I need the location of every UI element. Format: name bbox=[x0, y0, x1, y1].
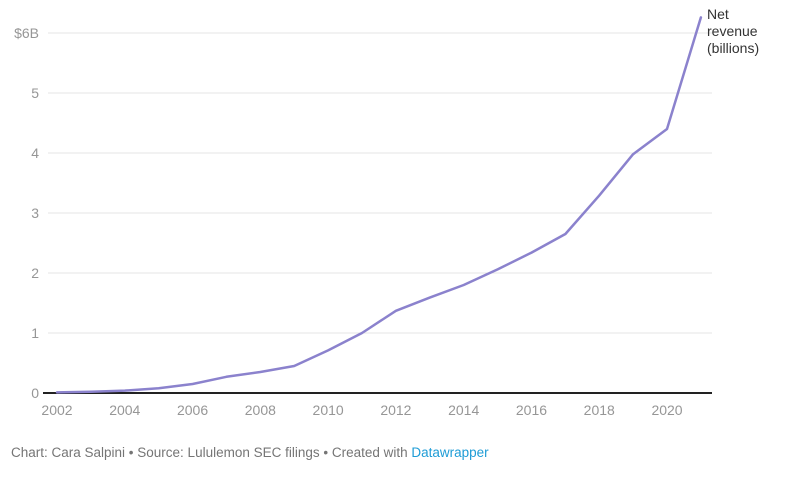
y-tick-label: 4 bbox=[31, 145, 39, 161]
x-tick-label: 2012 bbox=[380, 402, 411, 418]
datawrapper-link[interactable]: Datawrapper bbox=[411, 445, 489, 460]
x-tick-label: 2010 bbox=[313, 402, 344, 418]
x-tick-label: 2014 bbox=[448, 402, 479, 418]
y-tick-label: 1 bbox=[31, 325, 39, 341]
revenue-line-chart: 0 1 2 3 4 5 $6B 2002 2004 2006 2008 2010 2012 2014 201… bbox=[14, 16, 712, 418]
footer-byline: Chart: Cara Salpini • Source: Lululemon … bbox=[11, 445, 412, 460]
x-tick-label: 2018 bbox=[584, 402, 615, 418]
x-tick-label: 2002 bbox=[41, 402, 72, 418]
x-tick-label: 2008 bbox=[245, 402, 276, 418]
x-tick-label: 2006 bbox=[177, 402, 208, 418]
net-revenue-line bbox=[55, 16, 703, 394]
chart-footer: Chart: Cara Salpini • Source: Lululemon … bbox=[11, 445, 489, 461]
x-tick-label: 2020 bbox=[651, 402, 682, 418]
y-tick-label: 0 bbox=[31, 385, 39, 401]
y-tick-label: $6B bbox=[14, 25, 39, 41]
x-tick-label: 2004 bbox=[109, 402, 140, 418]
y-tick-label: 3 bbox=[31, 205, 39, 221]
series-annotation: Net revenue (billions) bbox=[707, 6, 760, 56]
y-tick-label: 2 bbox=[31, 265, 39, 281]
y-tick-label: 5 bbox=[31, 85, 39, 101]
x-tick-label: 2016 bbox=[516, 402, 547, 418]
